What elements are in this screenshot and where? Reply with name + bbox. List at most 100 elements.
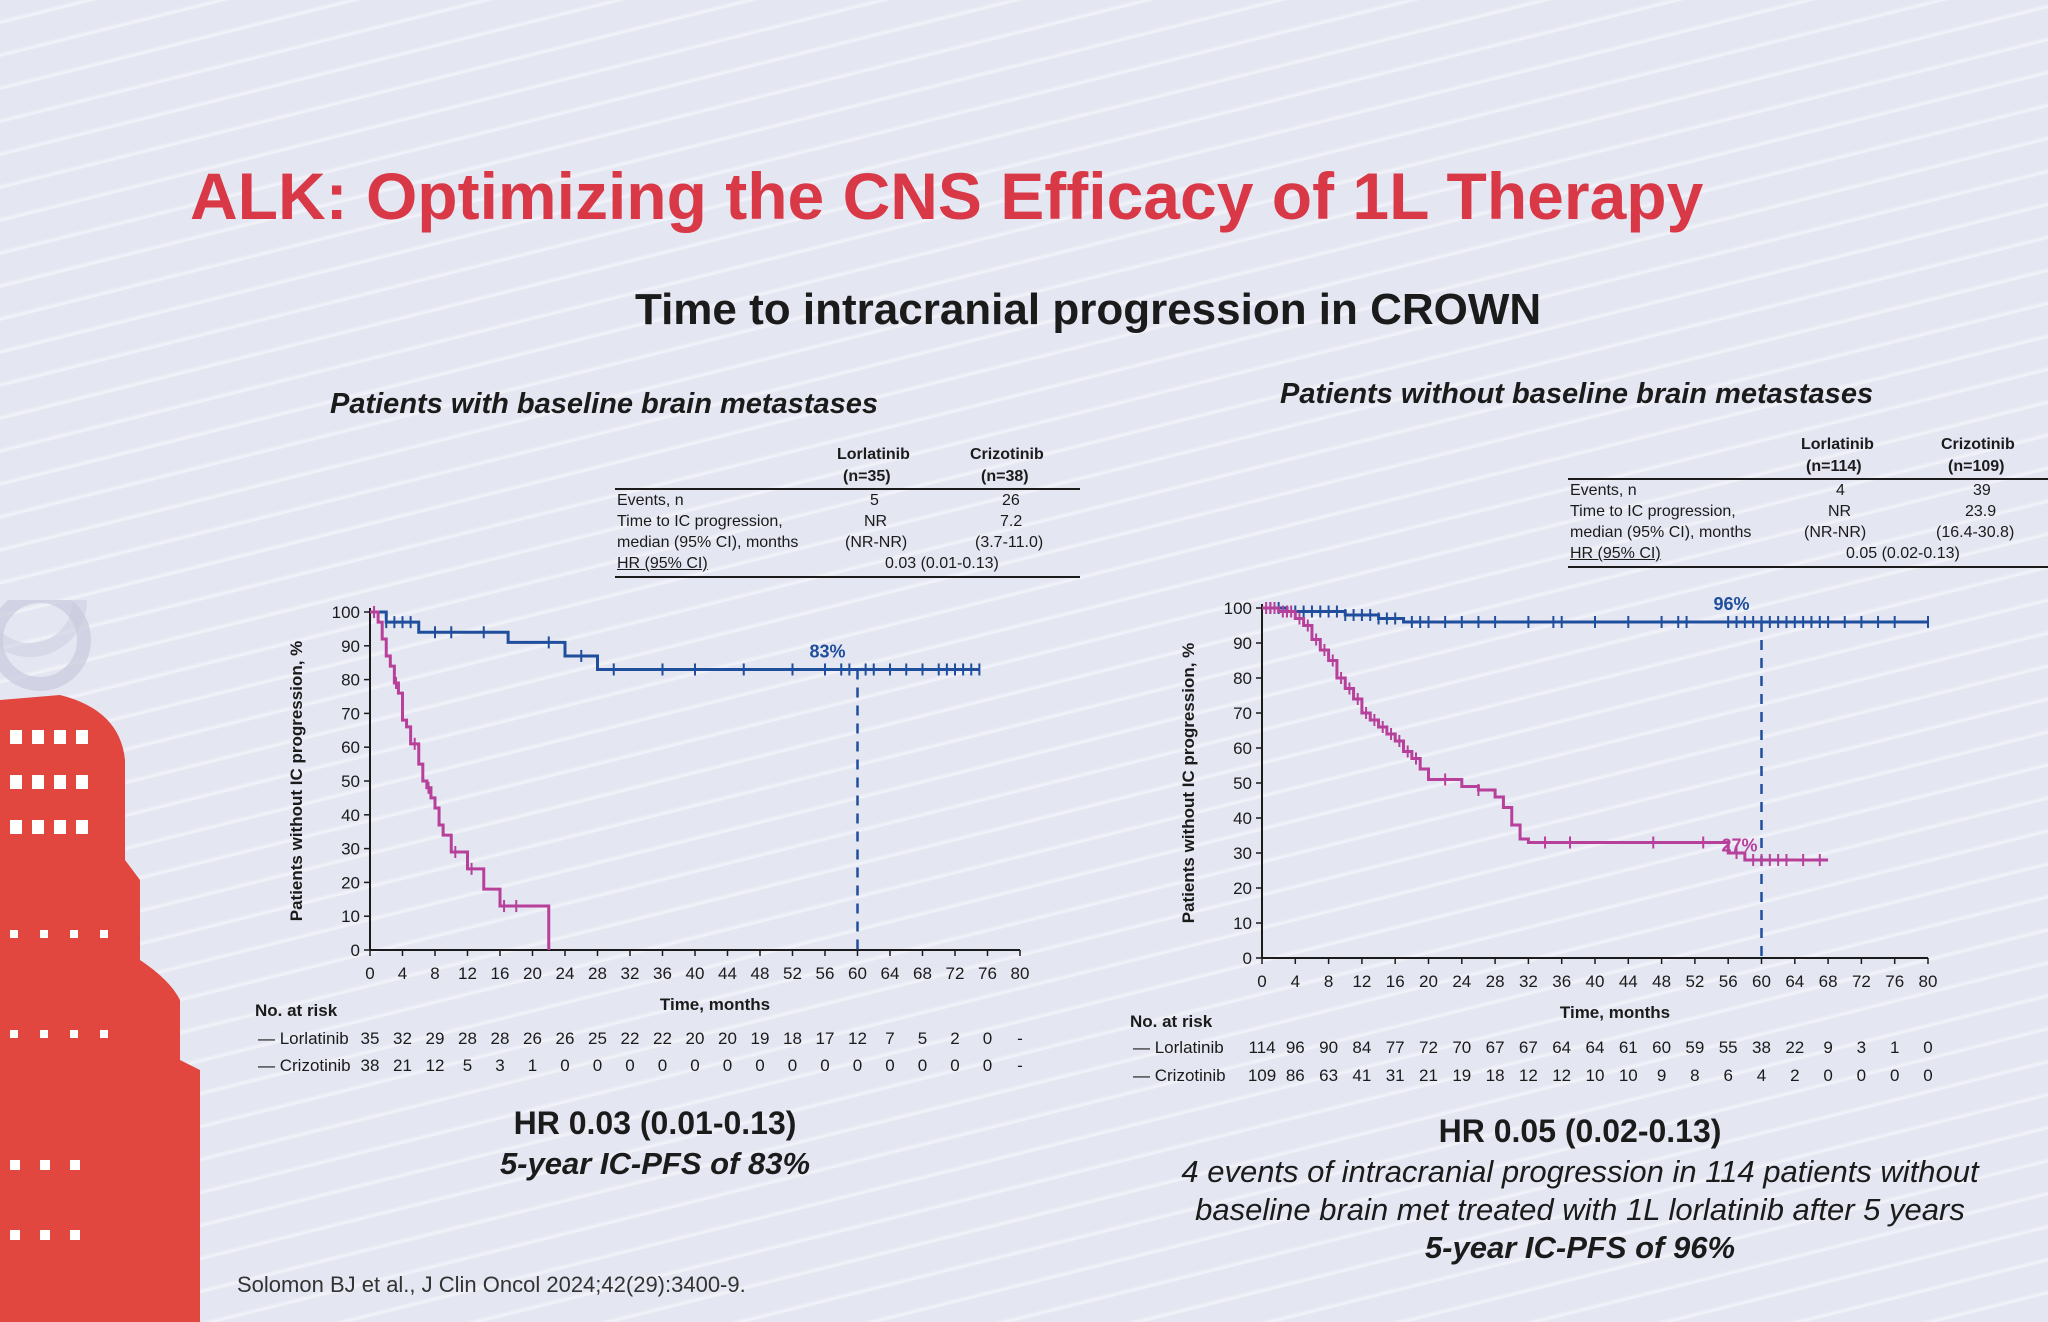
right-risk-criz-value: 18	[1485, 1066, 1505, 1085]
right-risk-criz-value: 6	[1723, 1066, 1733, 1085]
left-risk-criz-value: 0	[592, 1056, 603, 1075]
right-risk-criz-value: 0	[1889, 1066, 1900, 1085]
citation: Solomon BJ et al., J Clin Oncol 2024;42(…	[237, 1272, 746, 1297]
right-risk-criz-value: 86	[1285, 1066, 1305, 1085]
right-row-median: median (95% CI), months	[1570, 524, 1752, 541]
left-x-tick-label: 28	[588, 964, 607, 983]
right-row-time: Time to IC progression,	[1570, 503, 1736, 520]
left-row-events: Events, n	[617, 492, 684, 509]
right-risk-criz-value: 9	[1656, 1066, 1667, 1085]
right-footer-line1: 4 events of intracranial progression in …	[1181, 1154, 1979, 1189]
left-x-tick-label: 12	[458, 964, 477, 983]
right-y-tick-label: 0	[1243, 949, 1252, 968]
left-annotation-label: 83%	[809, 641, 845, 661]
left-time-criz: 7.2	[1000, 513, 1023, 530]
right-annotation-label: 27%	[1721, 836, 1757, 856]
left-risk-criz-value: 12	[425, 1056, 445, 1075]
right-risk-criz-value: 109	[1247, 1066, 1277, 1085]
right-x-tick-label: 12	[1352, 972, 1371, 991]
left-risk-lor-value: 32	[393, 1029, 412, 1048]
right-risk-lor-value: 9	[1823, 1038, 1833, 1057]
left-x-tick-label: 64	[881, 964, 900, 983]
right-risk-lor-value: 59	[1685, 1038, 1705, 1057]
left-median-lor: (NR-NR)	[845, 534, 908, 551]
left-risk-lor-value: 25	[588, 1029, 607, 1048]
left-x-tick-label: 24	[556, 964, 575, 983]
left-risk-criz-value: 0	[852, 1056, 863, 1075]
left-y-tick-label: 60	[341, 738, 360, 757]
right-risk-lor-value: 114	[1248, 1038, 1276, 1057]
right-time-criz: 23.9	[1965, 503, 1997, 520]
right-risk-lor-value: 96	[1285, 1038, 1305, 1057]
left-risk-criz-value: 0	[820, 1056, 830, 1075]
right-x-axis-label: Time, months	[1560, 1003, 1670, 1022]
left-x-tick-label: 8	[430, 964, 439, 983]
right-y-tick-label: 80	[1233, 669, 1252, 688]
right-risk-lor-value: 1	[1889, 1038, 1900, 1057]
right-x-tick-label: 20	[1419, 972, 1438, 991]
right-x-tick-label: 40	[1586, 972, 1605, 991]
decorative-building-graphic	[0, 600, 200, 1322]
right-col1-header: Lorlatinib	[1801, 436, 1874, 453]
left-risk-criz-value: 0	[787, 1056, 798, 1075]
right-risk-lor-value: 67	[1518, 1038, 1538, 1057]
right-footer-pfs: 5-year IC-PFS of 96%	[1424, 1230, 1736, 1265]
left-stats-table: Lorlatinib (n=35) Crizotinib (n=38) Even…	[615, 442, 1080, 578]
right-annotation-label: 96%	[1713, 594, 1749, 614]
left-x-tick-label: 36	[653, 964, 672, 983]
right-y-tick-label: 100	[1224, 599, 1252, 618]
right-x-tick-label: 16	[1386, 972, 1405, 991]
left-row-hr: HR (95% CI)	[617, 555, 708, 572]
right-risk-lor-value: 70	[1452, 1038, 1472, 1057]
left-panel-heading: Patients with baseline brain metastases	[330, 388, 878, 420]
left-col2-n: (n=38)	[981, 468, 1029, 485]
left-risk-criz-value: 0	[722, 1056, 733, 1075]
right-risk-criz-value: 2	[1790, 1066, 1800, 1085]
left-risk-lor-value: 12	[848, 1029, 867, 1048]
left-risk-criz-value: 0	[657, 1056, 668, 1075]
right-col2-n: (n=109)	[1948, 458, 2005, 475]
right-risk-lor-value: 22	[1785, 1038, 1805, 1057]
left-y-tick-label: 0	[351, 941, 360, 960]
right-y-tick-label: 30	[1233, 844, 1252, 863]
right-median-lor: (NR-NR)	[1804, 524, 1867, 541]
right-x-tick-label: 4	[1291, 972, 1300, 991]
right-footer-line2: baseline brain met treated with 1L lorla…	[1195, 1192, 1965, 1227]
right-x-tick-label: 56	[1719, 972, 1738, 991]
right-row-hr: HR (95% CI)	[1570, 545, 1661, 562]
left-events-criz: 26	[1002, 492, 1020, 509]
left-hr-value: 0.03 (0.01-0.13)	[885, 555, 999, 572]
left-y-tick-label: 20	[341, 873, 360, 892]
left-x-axis-label: Time, months	[660, 995, 770, 1014]
left-risk-lor-value: 20	[718, 1029, 737, 1048]
right-risk-criz-value: 63	[1319, 1066, 1339, 1085]
right-x-tick-label: 0	[1257, 972, 1266, 991]
left-risk-criz-value: -	[1017, 1056, 1023, 1075]
right-risk-criz-label: — Crizotinib	[1133, 1066, 1226, 1085]
left-time-lor: NR	[864, 513, 888, 530]
slide-title: ALK: Optimizing the CNS Efficacy of 1L T…	[190, 159, 1704, 233]
right-risk-lor-value: 55	[1718, 1038, 1738, 1057]
right-footer-hr: HR 0.05 (0.02-0.13)	[1438, 1113, 1722, 1149]
right-risk-criz-value: 12	[1552, 1066, 1572, 1085]
left-x-tick-label: 60	[848, 964, 867, 983]
right-risk-lor-value: 61	[1618, 1038, 1638, 1057]
left-risk-criz-value: 0	[982, 1056, 993, 1075]
left-y-axis-label: Patients without IC progression, %	[287, 641, 306, 922]
right-y-tick-label: 20	[1233, 879, 1252, 898]
right-x-tick-label: 8	[1324, 972, 1333, 991]
right-table-rule-bottom	[1568, 566, 2048, 568]
left-x-tick-label: 56	[816, 964, 835, 983]
right-x-tick-label: 80	[1919, 972, 1938, 991]
right-footer: HR 0.05 (0.02-0.13) 4 events of intracra…	[1130, 1113, 2030, 1266]
left-risk-criz-value: 21	[393, 1056, 412, 1075]
right-x-tick-label: 52	[1685, 972, 1704, 991]
right-x-tick-label: 36	[1552, 972, 1571, 991]
right-risk-lor-value: 90	[1319, 1038, 1339, 1057]
right-risk-criz-value: 21	[1419, 1066, 1438, 1085]
left-row-median: median (95% CI), months	[617, 534, 799, 551]
left-risk-lor-value: 18	[783, 1029, 802, 1048]
